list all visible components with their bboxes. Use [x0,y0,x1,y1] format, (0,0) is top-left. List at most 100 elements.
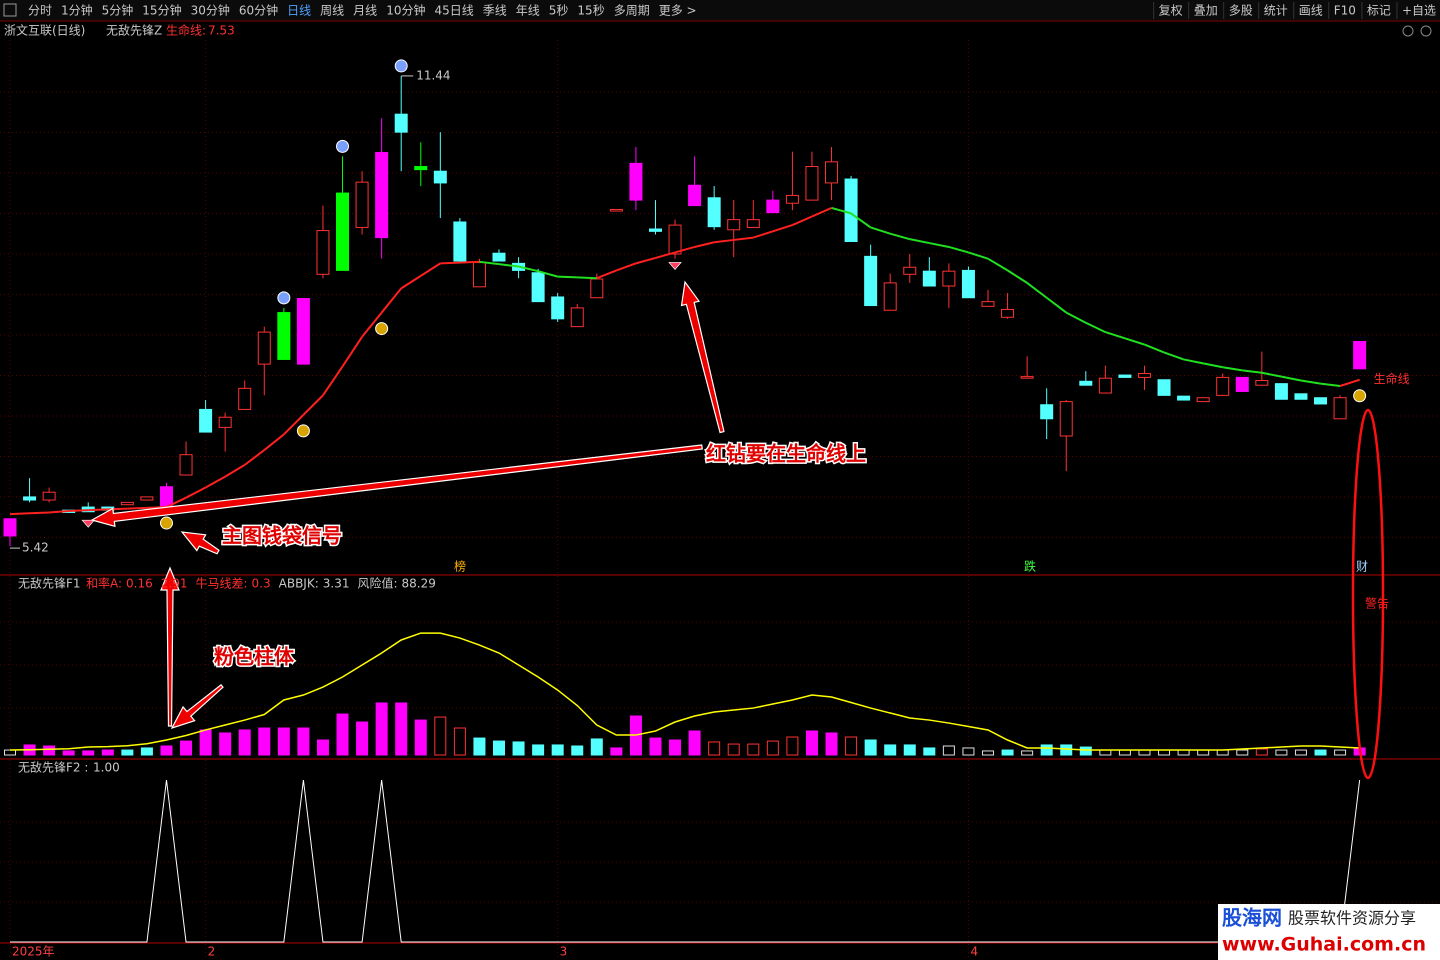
candle-body [1294,393,1308,400]
panel-button[interactable] [1402,25,1414,37]
lifeline-segment [870,226,891,235]
f1-bar [473,737,486,756]
candle-body [199,408,213,433]
face-icon [336,139,350,153]
annotation-arrow [180,531,220,555]
toolbar-item[interactable]: 统计 [1264,4,1288,18]
plot [3,75,1367,943]
lifeline-segment [9,512,30,516]
f1-name: 无敌先锋F1 [18,576,81,591]
toolbar-item[interactable]: 10分钟 [386,3,425,18]
toolbar-item[interactable]: F10 [1334,4,1356,18]
f1-item-value: 2.91 [161,577,188,591]
f1-bar [903,744,916,756]
lifeline-segment [1007,269,1028,284]
red-diamond-icon [668,262,682,270]
candle-body [746,219,760,228]
candle-body [316,230,330,275]
f1-bar [356,721,369,756]
f1-bar [180,740,193,756]
lifeline-segment [498,263,519,268]
candle-body [864,255,878,307]
annotation: 主图钱袋信号 [222,524,342,548]
f1-bar [4,749,16,756]
toolbar-item[interactable]: 复权 [1159,4,1183,18]
candle-body [179,454,193,476]
f1-item-label: 风险值: [357,576,397,591]
candle-body [1118,374,1132,378]
candle-body [825,161,839,184]
lifeline-segment [341,336,363,368]
candle-body [805,166,819,201]
watermark-slogan: 股票软件资源分享 [1288,909,1416,928]
lifeline-segment [1026,282,1048,299]
f1-bar [1255,748,1268,756]
f1-bar [1021,750,1034,756]
lifeline-segment [302,394,324,416]
lifeline-segment [752,230,774,239]
toolbar-item[interactable]: 标记 [1367,4,1391,18]
candle-body [570,307,584,328]
toolbar-item[interactable]: 年线 [516,4,540,18]
toolbar-item[interactable]: 15分钟 [142,3,181,18]
menu-icon[interactable] [3,3,17,17]
f1-bar [805,730,818,756]
f1-bar [1294,749,1307,756]
f2-value: 1.00 [93,761,120,775]
f1-bar [1334,749,1347,756]
toolbar-item[interactable]: 叠加 [1194,4,1218,18]
f1-item-value: 3.31 [323,577,350,591]
toolbar-item[interactable]: +自选 [1402,4,1436,18]
panel-close[interactable] [1420,25,1432,37]
red-diamond-icon [81,519,96,528]
lifeline-segment [166,496,187,508]
toolbar [0,0,1440,21]
f1-bar [708,741,721,756]
candle-body [336,192,350,271]
f1-item-value: 0.3 [252,577,271,591]
toolbar-item[interactable]: 月线 [353,4,377,18]
toolbar-item[interactable]: 5分钟 [102,3,134,18]
lifeline-segment [1281,375,1302,382]
f1-bar [258,727,271,756]
f1-bar [845,736,858,756]
x-tick-label: 3 [560,945,568,959]
lifeline-segment [440,261,460,265]
candle-body [1157,379,1171,396]
candle-body [218,416,232,428]
toolbar-item[interactable]: 5秒 [549,4,569,18]
toolbar-item[interactable]: 15秒 [577,4,604,18]
f1-bar [219,732,232,756]
stock-title: 浙文互联(日线) [4,23,85,38]
toolbar-item[interactable]: 多股 [1229,4,1253,18]
toolbar-item[interactable]: 季线 [483,4,507,18]
toolbar-item[interactable]: 60分钟 [239,3,278,18]
candle-body [394,113,408,133]
f1-bar [962,747,975,756]
toolbar-item[interactable]: 多周期 [614,4,650,18]
f1-line [9,632,1360,751]
candle-body [1177,395,1191,401]
f1-bar [395,702,408,756]
annotation: 粉色柱体 [214,645,295,669]
lifeline-segment [577,276,597,280]
candle-body [257,331,271,365]
candle-body [120,501,134,506]
toolbar-item[interactable]: 画线 [1299,4,1323,18]
toolbar-item[interactable]: 30分钟 [191,3,230,18]
toolbar-item[interactable]: 1分钟 [61,3,93,18]
toolbar-item[interactable]: 更多 > [659,4,697,18]
grid [0,40,1440,958]
toolbar-item[interactable]: 周线 [320,4,344,18]
toolbar-item[interactable]: 分时 [28,4,52,18]
f1-bar [512,741,525,756]
lifeline-segment [1085,321,1106,334]
f1-bar [825,732,838,756]
indicator-name: 无敌先锋Z [106,23,162,38]
toolbar-item[interactable]: 45日线 [434,4,473,18]
lifeline-segment [1065,311,1087,324]
toolbar-item[interactable]: 日线 [287,4,311,18]
f1-bar [590,738,603,756]
